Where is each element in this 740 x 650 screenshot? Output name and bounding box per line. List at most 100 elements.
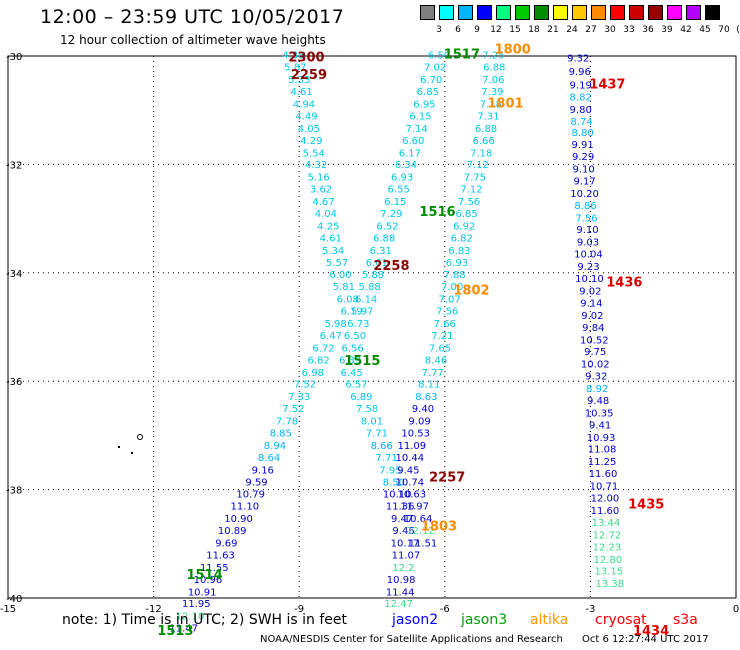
- data-point-label: 4.61: [320, 233, 342, 244]
- scale-label: 6: [455, 25, 461, 35]
- scale-swatch: [648, 5, 663, 20]
- data-point-label: 6.47: [320, 331, 342, 342]
- data-point-label: 8.63: [415, 392, 437, 403]
- data-point-label: 9.03: [577, 238, 599, 249]
- data-point-label: 9.09: [408, 417, 430, 428]
- pass-time-label: 1516: [419, 205, 455, 220]
- data-point-label: 7.12: [467, 160, 489, 171]
- data-point-label: 11.09: [397, 441, 426, 452]
- data-point-label: 8.82: [570, 92, 592, 103]
- data-point-label: 8.64: [258, 453, 280, 464]
- data-point-label: 10.71: [590, 482, 619, 493]
- data-point-label: 9.29: [572, 152, 594, 163]
- data-point-label: 11.95: [182, 599, 211, 610]
- data-point-label: 5.87: [284, 63, 306, 74]
- data-point-label: 5.88: [358, 282, 380, 293]
- scale-label: 39: [661, 25, 673, 35]
- chart-title: 12:00 – 23:59 UTC 10/05/2017: [40, 6, 345, 28]
- legend-jason3: jason3: [461, 612, 508, 628]
- pass-time-label: 1514: [186, 568, 222, 583]
- data-point-label: 8.94: [264, 441, 286, 452]
- data-point-label: 9.96: [569, 67, 591, 78]
- data-point-label: 13.15: [595, 567, 624, 578]
- scale-label: 33: [623, 25, 635, 35]
- data-point-label: 11.08: [588, 445, 617, 456]
- data-point-label: 11.07: [392, 550, 421, 561]
- data-point-label: 8.80: [572, 128, 594, 139]
- data-point-label: 6.70: [420, 75, 442, 86]
- pass-time-label: 1800: [495, 42, 531, 57]
- data-point-label: 10.53: [401, 428, 430, 439]
- data-point-label: 10.63: [397, 490, 426, 501]
- data-point-label: 6.55: [388, 185, 410, 196]
- pass-time-label: 1437: [589, 78, 625, 93]
- scale-label: 70: [718, 25, 730, 35]
- data-point-label: 6.17: [399, 148, 421, 159]
- data-point-label: 9.23: [577, 262, 599, 273]
- data-point-label: 9.46: [392, 526, 414, 537]
- data-point-label: 7.31: [477, 111, 499, 122]
- scale-swatch: [534, 5, 549, 20]
- scale-swatch: [477, 5, 492, 20]
- data-point-label: 9.10: [576, 225, 598, 236]
- scale-label: 12: [490, 25, 502, 35]
- chart-subtitle: 12 hour collection of altimeter wave hei…: [60, 33, 326, 47]
- scale-swatch: [420, 5, 435, 20]
- data-point-label: 6.52: [376, 221, 398, 232]
- data-point-label: 10.20: [570, 189, 599, 200]
- data-point-label: 5.33: [288, 75, 310, 86]
- legend-altika: altika: [530, 612, 569, 628]
- data-point-label: 9.02: [581, 311, 603, 322]
- data-point-label: 7.52: [294, 380, 316, 391]
- data-point-label: 6.73: [347, 319, 369, 330]
- scale-label: (ft): [736, 25, 740, 35]
- data-point-label: 7.06: [482, 75, 504, 86]
- data-point-label: 11.25: [588, 457, 617, 468]
- data-point-label: 7.56: [458, 197, 480, 208]
- data-point-label: 7.39: [481, 87, 503, 98]
- data-point-label: 6.89: [350, 392, 372, 403]
- data-point-label: 10.89: [218, 526, 247, 537]
- data-point-label: 10.93: [587, 433, 616, 444]
- data-point-label: 6.72: [312, 343, 334, 354]
- scale-label: 18: [528, 25, 540, 35]
- data-point-label: 6.83: [448, 246, 470, 257]
- scale-label: 24: [566, 25, 578, 35]
- x-tick-label: -3: [585, 604, 595, 615]
- data-point-label: 9.45: [397, 465, 419, 476]
- pass-time-label: 2259: [291, 68, 327, 83]
- y-tick-label: -30: [6, 52, 22, 63]
- data-point-label: 12.10: [176, 612, 205, 623]
- legend-s3a: s3a: [673, 612, 698, 628]
- data-point-label: 6.88: [475, 124, 497, 135]
- data-point-label: 8.01: [361, 417, 383, 428]
- x-tick-label: 0: [733, 604, 739, 615]
- data-point-label: 6.31: [370, 246, 392, 257]
- scale-label: 27: [585, 25, 597, 35]
- scale-swatch: [553, 5, 568, 20]
- data-point-label: 12.47: [384, 599, 413, 610]
- data-point-label: 8.86: [574, 201, 596, 212]
- island-mark: [118, 446, 120, 448]
- pass-time-label: 1436: [606, 275, 642, 290]
- data-point-label: 10.10: [383, 490, 412, 501]
- data-point-label: 6.57: [345, 380, 367, 391]
- pass-time-label: 1515: [344, 354, 380, 369]
- scale-label: 15: [509, 25, 521, 35]
- data-point-label: 8.92: [586, 384, 608, 395]
- data-point-label: 9.32: [567, 53, 589, 64]
- data-point-label: 4.04: [315, 209, 337, 220]
- data-point-label: 6.85: [417, 87, 439, 98]
- data-point-label: 13.44: [592, 518, 621, 529]
- data-point-label: 10.91: [188, 587, 217, 598]
- data-point-label: 5.97: [351, 307, 373, 318]
- data-point-label: 10.79: [236, 490, 265, 501]
- data-point-label: 6.93: [391, 173, 413, 184]
- data-point-label: 10.96: [194, 575, 223, 586]
- data-point-label: 4.05: [298, 124, 320, 135]
- data-point-label: 7.18: [470, 148, 492, 159]
- data-point-label: 7.66: [434, 319, 456, 330]
- data-point-label: 11.55: [200, 563, 229, 574]
- scale-swatch: [629, 5, 644, 20]
- scale-label: 9: [474, 25, 480, 35]
